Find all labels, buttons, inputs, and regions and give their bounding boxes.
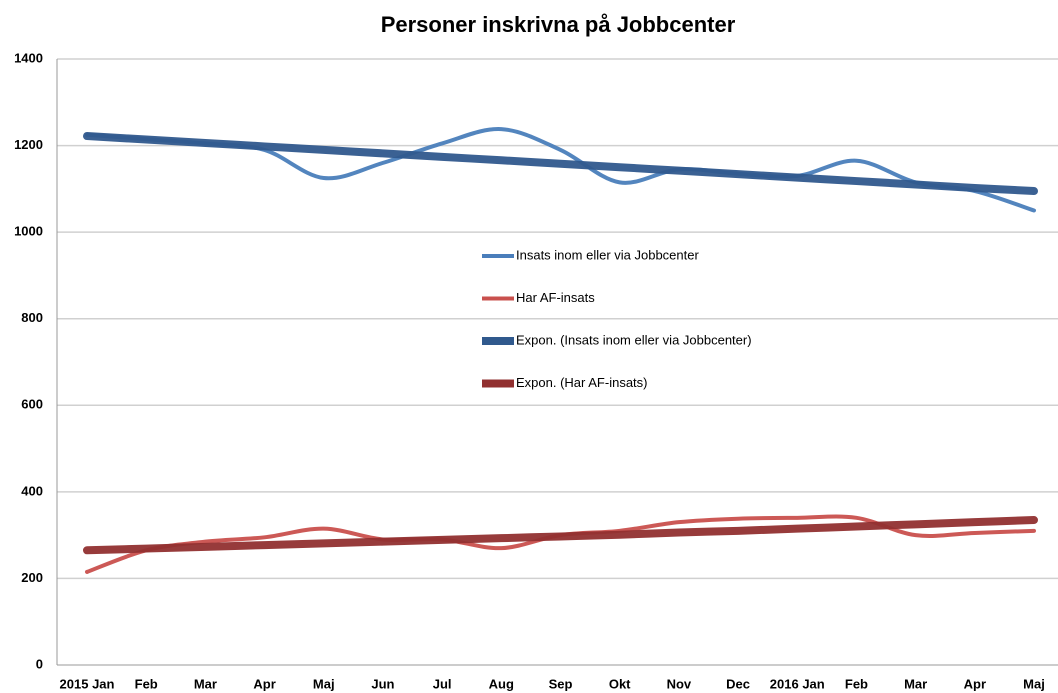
y-tick-label: 800: [21, 310, 43, 325]
chart-title: Personer inskrivna på Jobbcenter: [381, 12, 736, 37]
y-tick-label: 600: [21, 397, 43, 412]
y-tick-label: 1000: [14, 224, 43, 239]
y-tick-label: 200: [21, 570, 43, 585]
y-tick-label: 400: [21, 483, 43, 498]
x-tick-label: Apr: [253, 676, 275, 691]
x-tick-label: 2015 Jan: [60, 676, 115, 691]
series-line: [83, 132, 1038, 196]
legend-label: Insats inom eller via Jobbcenter: [516, 247, 699, 262]
legend-label: Expon. (Insats inom eller via Jobbcenter…: [516, 332, 752, 347]
y-tick-label: 1400: [14, 50, 43, 65]
legend-label: Har AF-insats: [516, 290, 595, 305]
x-tick-label: Maj: [313, 676, 335, 691]
x-tick-label: Nov: [667, 676, 692, 691]
x-tick-label: Aug: [489, 676, 514, 691]
x-tick-label: Feb: [845, 676, 868, 691]
x-tick-label: Mar: [904, 676, 927, 691]
legend-label: Expon. (Har AF-insats): [516, 375, 648, 390]
x-tick-label: Jul: [433, 676, 452, 691]
x-tick-label: Okt: [609, 676, 631, 691]
x-tick-label: Mar: [194, 676, 217, 691]
x-tick-label: Maj: [1023, 676, 1045, 691]
series-line: [83, 515, 1038, 555]
x-tick-label: Jun: [371, 676, 394, 691]
x-tick-label: Dec: [726, 676, 750, 691]
x-tick-label: Apr: [964, 676, 986, 691]
x-tick-label: 2016 Jan: [770, 676, 825, 691]
x-tick-label: Feb: [135, 676, 158, 691]
y-tick-label: 1200: [14, 137, 43, 152]
x-tick-label: Sep: [549, 676, 573, 691]
y-tick-label: 0: [36, 656, 43, 671]
